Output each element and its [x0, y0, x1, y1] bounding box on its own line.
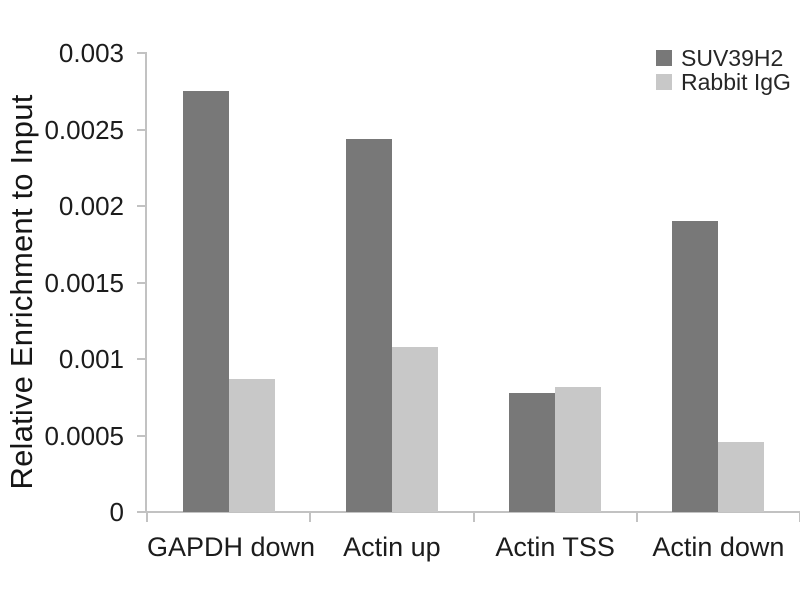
x-category-label: Actin down: [652, 532, 785, 562]
y-tick-label: 0.001: [58, 344, 124, 374]
y-tick-mark: [137, 281, 145, 284]
y-tick-mark: [137, 205, 145, 207]
x-category-label: Actin up: [343, 532, 441, 562]
bar-suv39h2: [345, 138, 392, 512]
y-tick-label: 0.002: [58, 191, 124, 221]
y-tick-mark: [137, 434, 145, 437]
legend-swatch-icon: [656, 50, 672, 66]
legend-label: Rabbit IgG: [681, 69, 791, 95]
y-tick-mark: [137, 358, 145, 360]
x-tick-mark: [309, 513, 312, 522]
bar-rabbit-igg: [228, 378, 275, 512]
y-tick-mark: [137, 128, 145, 131]
y-tick-label: 0.0015: [44, 267, 124, 298]
y-tick-label: 0: [109, 497, 124, 527]
legend-item: SUV39H2: [656, 46, 791, 70]
bar-rabbit-igg: [391, 346, 438, 512]
legend-swatch-icon: [656, 74, 672, 90]
y-tick-label: 0.0025: [44, 114, 124, 145]
legend-item: Rabbit IgG: [656, 70, 791, 94]
x-tick-mark: [146, 513, 148, 522]
y-tick-label: 0.0005: [44, 420, 124, 451]
x-tick-mark: [472, 513, 475, 522]
y-tick-mark: [137, 52, 145, 54]
x-category-label: Actin TSS: [495, 532, 615, 562]
bar-rabbit-igg: [718, 441, 765, 512]
y-axis-line: [145, 52, 147, 513]
bar-rabbit-igg: [555, 386, 602, 512]
x-axis-line: [145, 511, 800, 513]
legend: SUV39H2 Rabbit IgG: [656, 46, 791, 94]
bar-suv39h2: [509, 392, 556, 512]
x-category-label: GAPDH down: [147, 532, 316, 562]
legend-label: SUV39H2: [681, 45, 784, 71]
bar-suv39h2: [672, 221, 719, 512]
x-tick-mark: [635, 513, 638, 522]
y-tick-label: 0.003: [58, 38, 124, 68]
y-tick-mark: [137, 511, 145, 513]
bar-suv39h2: [182, 91, 229, 512]
